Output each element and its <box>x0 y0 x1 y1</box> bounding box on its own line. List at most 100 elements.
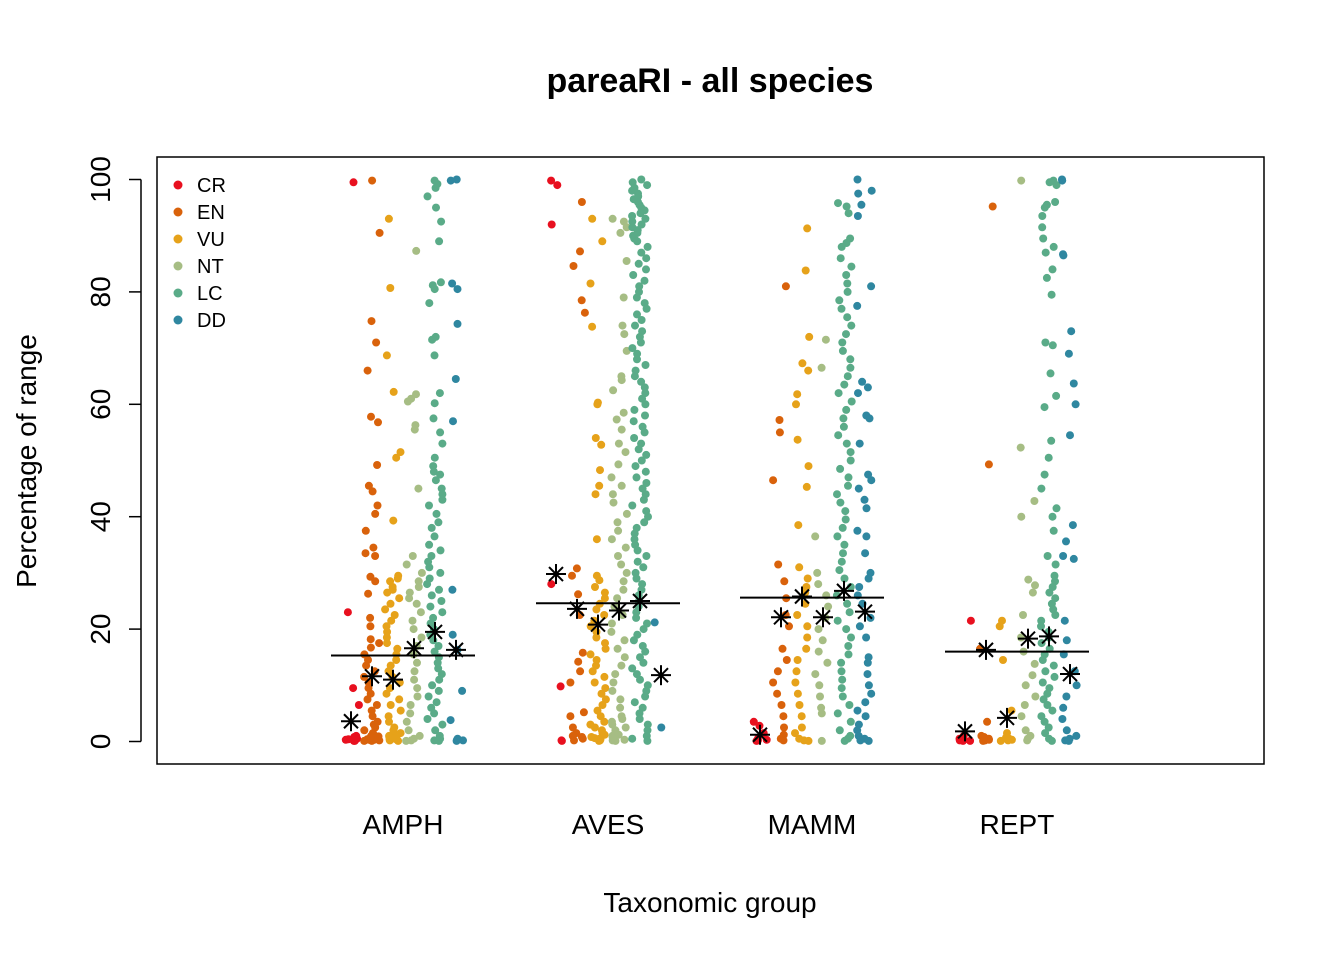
data-point <box>630 405 639 414</box>
data-point <box>413 658 421 667</box>
data-point <box>632 293 641 302</box>
data-point <box>566 712 575 721</box>
data-point <box>619 408 628 417</box>
data-point <box>802 482 811 491</box>
data-point <box>999 656 1007 664</box>
data-point <box>843 279 852 288</box>
data-point <box>837 667 846 676</box>
data-point <box>459 736 467 745</box>
data-point <box>429 414 438 423</box>
data-point <box>1038 223 1047 232</box>
data-point <box>1062 726 1071 735</box>
data-point <box>794 521 803 530</box>
data-point <box>432 509 441 518</box>
data-point <box>867 689 876 698</box>
data-point <box>632 574 641 583</box>
data-point <box>1047 436 1056 445</box>
data-point <box>1041 729 1050 738</box>
data-point <box>864 736 873 745</box>
data-point <box>643 736 652 745</box>
data-point <box>966 616 975 625</box>
data-point <box>1064 736 1073 745</box>
data-point <box>438 720 447 729</box>
data-point <box>1062 692 1071 701</box>
data-point <box>773 689 782 698</box>
data-point <box>641 361 650 369</box>
data-point <box>836 498 845 507</box>
data-point <box>860 495 869 504</box>
subgroup-mean-marker <box>425 621 445 642</box>
data-point <box>1030 659 1039 668</box>
data-point <box>856 736 865 745</box>
data-point <box>637 175 646 184</box>
data-point <box>797 723 806 732</box>
data-point <box>372 338 381 347</box>
data-point <box>435 389 444 398</box>
data-point <box>779 712 788 721</box>
data-point <box>1023 736 1032 745</box>
data-point <box>408 552 417 560</box>
data-point <box>414 583 423 591</box>
data-point <box>393 574 402 583</box>
data-point <box>383 588 392 597</box>
data-point <box>453 735 461 744</box>
legend: CR EN VU NT LC DD <box>173 175 226 332</box>
data-point <box>643 181 652 190</box>
data-point <box>1045 178 1054 187</box>
data-point <box>793 435 802 444</box>
legend-marker <box>173 234 183 244</box>
data-point <box>797 712 806 721</box>
data-point <box>1059 251 1068 260</box>
data-point <box>847 321 856 330</box>
data-point <box>354 701 363 709</box>
data-point <box>636 675 644 684</box>
data-point <box>855 622 864 631</box>
plot-frame <box>156 156 1265 765</box>
data-point <box>609 386 618 395</box>
data-point <box>410 425 419 434</box>
y-tick-label: 80 <box>85 276 116 307</box>
data-point <box>780 723 788 732</box>
data-point <box>576 667 585 676</box>
legend-marker <box>173 288 183 298</box>
data-point <box>1037 622 1045 631</box>
x-tick-label: AMPH <box>363 809 444 840</box>
data-point <box>436 470 445 479</box>
data-point <box>804 736 813 745</box>
data-point <box>361 526 370 535</box>
x-axis: AMPH AVES MAMM REPT <box>363 809 1055 840</box>
data-point <box>349 178 358 187</box>
data-point <box>857 200 866 209</box>
data-point <box>853 175 862 184</box>
data-point <box>980 733 988 741</box>
data-point <box>844 650 853 659</box>
data-point <box>631 462 640 471</box>
data-point <box>630 529 639 538</box>
data-point <box>815 681 824 690</box>
data-point <box>428 335 437 344</box>
subgroup-mean-marker <box>750 724 770 745</box>
data-point <box>620 330 629 339</box>
data-point <box>458 686 467 695</box>
data-point <box>622 509 631 518</box>
data-point <box>632 613 641 622</box>
data-point <box>1051 611 1060 619</box>
data-point <box>619 293 628 302</box>
data-point <box>609 498 618 507</box>
data-point <box>838 338 847 347</box>
data-point <box>836 464 845 473</box>
data-point <box>430 399 439 408</box>
data-point <box>607 627 616 636</box>
subgroup-mean-marker <box>362 666 382 687</box>
data-point <box>853 526 862 535</box>
data-point <box>436 546 445 555</box>
data-point <box>1052 504 1061 513</box>
data-point <box>639 495 648 504</box>
data-point <box>595 576 604 585</box>
data-point <box>413 684 422 693</box>
data-point <box>383 639 391 648</box>
x-tick-label: REPT <box>980 809 1055 840</box>
data-point <box>363 695 372 704</box>
data-point <box>1038 678 1047 687</box>
data-point <box>846 717 855 726</box>
